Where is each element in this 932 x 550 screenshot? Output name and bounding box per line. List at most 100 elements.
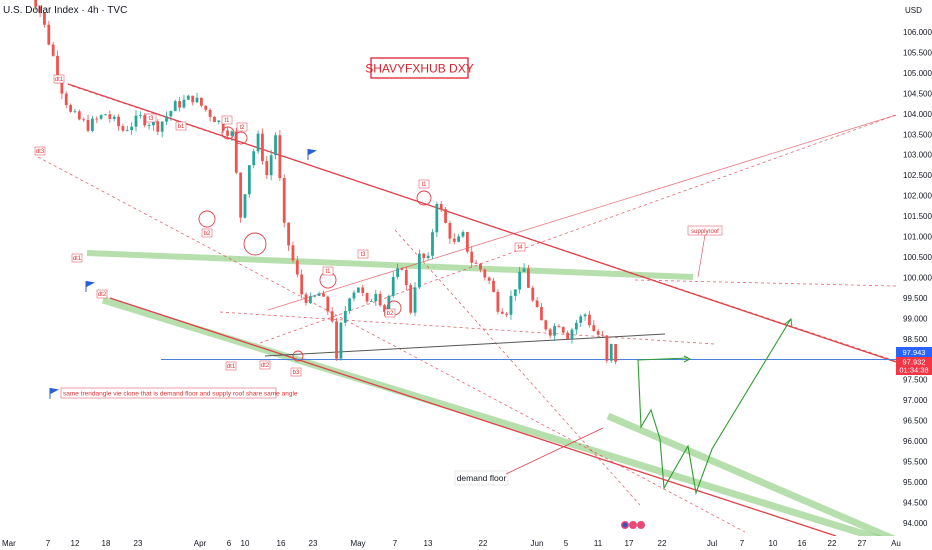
tag-box <box>384 308 396 318</box>
candle-body <box>574 322 578 330</box>
time-tick-label: May <box>350 539 365 548</box>
candle-body <box>326 296 330 312</box>
candle-body <box>601 334 604 336</box>
candle-body <box>444 209 447 223</box>
time-tick-label: 23 <box>134 539 143 548</box>
time-tick-label: 18 <box>102 539 111 548</box>
candle-body <box>99 115 103 119</box>
candle-body <box>365 293 369 302</box>
arrow-head <box>683 355 692 363</box>
candle-body <box>588 314 591 326</box>
time-tick-label: 7 <box>46 539 51 548</box>
chart-title: U.S. Dollar Index · 4h · TVC <box>3 5 127 16</box>
tag-label: t1 <box>421 182 427 188</box>
candle-body <box>256 133 260 152</box>
candle-body <box>91 118 94 131</box>
candle-body <box>527 268 530 288</box>
time-tick-label: Au <box>891 539 901 548</box>
price-tick-label: 100.000 <box>903 273 932 282</box>
candle-body <box>191 95 195 103</box>
flag-icon[interactable] <box>85 281 95 292</box>
candle-body <box>605 335 609 361</box>
pattern-circle <box>243 232 267 256</box>
candle-body <box>125 130 129 131</box>
candle-body <box>213 116 216 123</box>
candle-body <box>343 311 347 323</box>
candle-body <box>156 121 160 132</box>
trend-line-dashed <box>219 311 716 345</box>
candle-body <box>95 118 99 120</box>
time-tick-label: 10 <box>769 539 778 548</box>
pattern-circle <box>416 190 432 206</box>
price-tick-label: 94.000 <box>903 519 928 528</box>
candle-body <box>544 320 548 330</box>
candle-body <box>56 55 59 79</box>
price-tick-label: 105.500 <box>903 48 932 57</box>
projection-line <box>637 357 689 361</box>
candle-body <box>34 0 38 7</box>
candle-body <box>426 255 430 259</box>
candle-body <box>152 121 155 126</box>
green-band <box>101 296 902 549</box>
note-box <box>60 387 277 399</box>
price-tick-label: 97.500 <box>903 376 928 385</box>
current-price-box <box>896 357 932 375</box>
candle-body <box>160 121 164 132</box>
candle-body <box>374 293 378 302</box>
flag-event-icon[interactable] <box>622 522 628 528</box>
price-tick-label: 99.000 <box>903 314 928 323</box>
price-tick-label: 94.500 <box>903 498 928 507</box>
candle-body <box>483 269 487 278</box>
candle-body <box>413 287 417 313</box>
candle-body <box>348 298 352 312</box>
flag-icon[interactable] <box>49 388 59 399</box>
supply-roof-label: supplyroof <box>691 229 719 235</box>
price-tick-label: 101.500 <box>903 212 932 221</box>
candle-body <box>173 101 177 112</box>
time-tick-label: 27 <box>858 539 867 548</box>
event-icons[interactable] <box>621 521 645 529</box>
candle-body <box>370 301 373 302</box>
price-tick-label: 103.500 <box>903 130 932 139</box>
price-tick-label: 102.000 <box>903 192 932 201</box>
green-band <box>86 250 694 280</box>
green-band <box>606 412 898 544</box>
trend-lines <box>37 83 897 537</box>
economic-event-icon[interactable] <box>629 521 637 529</box>
candle-body <box>43 12 46 25</box>
candle-body <box>226 130 229 136</box>
candle-body <box>487 277 491 281</box>
price-tick-label: 105.000 <box>903 69 932 78</box>
pattern-marks: dt1 dt3 dt2 dt1 dt1 dt2 t1 t2 t1 t3 t1 t4 t3 b1 b2 b3 b2 <box>34 74 526 377</box>
time-tick-label: 7 <box>393 539 398 548</box>
neckline <box>264 333 666 357</box>
time-tick-label: 6 <box>227 539 232 548</box>
tag-box <box>290 367 302 377</box>
candle-body <box>400 268 404 270</box>
candle-body <box>553 326 556 336</box>
tag-label: dt1 <box>55 77 64 83</box>
candle-body <box>356 287 360 293</box>
candle-body <box>335 321 338 359</box>
time-tick-label: 5 <box>564 539 569 548</box>
time-tick-label: Jul <box>707 539 717 548</box>
candle-body <box>261 133 264 162</box>
time-tick-label: 13 <box>424 539 433 548</box>
economic-event-icon[interactable] <box>637 521 645 529</box>
candle-body <box>230 131 234 136</box>
candle-body <box>518 271 522 290</box>
candle-body <box>457 236 461 242</box>
trend-note: same trendangle vie clone that is demand… <box>63 391 298 398</box>
tag-label: b3 <box>293 370 300 376</box>
price-tick-label: 106.000 <box>903 28 932 37</box>
candle-body <box>291 245 295 261</box>
candle-body <box>47 24 51 45</box>
time-tick-label: 22 <box>479 539 488 548</box>
candle-body <box>287 222 290 246</box>
price-tick-label: 103.000 <box>903 151 932 160</box>
flag-icon[interactable] <box>307 149 317 160</box>
tag-label: t3 <box>360 252 366 258</box>
price-tick-label: 95.500 <box>903 457 928 466</box>
trend-line-dashed <box>71 85 897 362</box>
